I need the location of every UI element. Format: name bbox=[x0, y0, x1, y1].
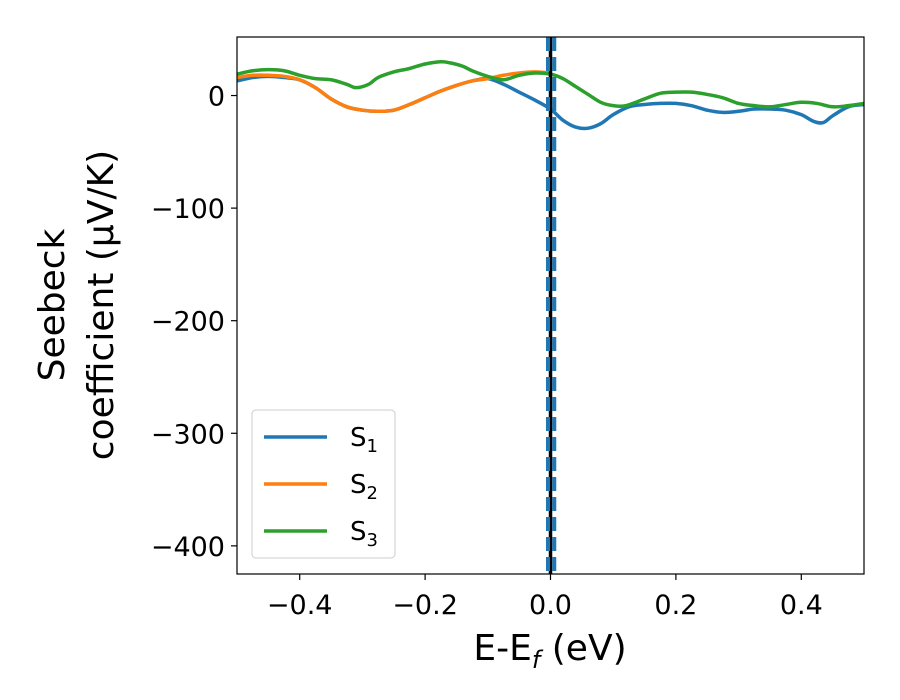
legend: S1 S2 S3 bbox=[251, 409, 396, 559]
legend-label-s3: S3 bbox=[350, 517, 378, 551]
y-tick-label: −300 bbox=[151, 419, 225, 450]
y-tick-label: −400 bbox=[151, 532, 225, 563]
x-tick-label: 0.2 bbox=[654, 590, 697, 621]
y-axis-label-line2: coefficient (μV/K) bbox=[81, 150, 122, 460]
y-tick-label: 0 bbox=[208, 82, 225, 113]
y-axis-label: Seebeck coefficient (μV/K) bbox=[32, 150, 122, 460]
y-axis-ticks: 0 −100 −200 −300 −400 bbox=[151, 82, 237, 563]
vertical-lines bbox=[545, 37, 557, 574]
x-tick-label: −0.4 bbox=[267, 590, 333, 621]
legend-label-s2: S2 bbox=[350, 470, 378, 504]
x-tick-label: 0.0 bbox=[529, 590, 572, 621]
x-tick-label: 0.4 bbox=[780, 590, 823, 621]
y-tick-label: −100 bbox=[151, 194, 225, 225]
legend-label-s1: S1 bbox=[350, 423, 378, 457]
series-layer bbox=[237, 59, 864, 131]
series-line-s3 bbox=[237, 59, 864, 109]
x-axis-label: E-Ef (eV) bbox=[473, 628, 626, 674]
y-axis-label-line1: Seebeck bbox=[32, 228, 73, 381]
x-tick-label: −0.2 bbox=[392, 590, 458, 621]
series-line-s2 bbox=[237, 70, 551, 114]
y-tick-label: −200 bbox=[151, 307, 225, 338]
x-axis-ticks: −0.4 −0.2 0.0 0.2 0.4 bbox=[267, 574, 823, 621]
